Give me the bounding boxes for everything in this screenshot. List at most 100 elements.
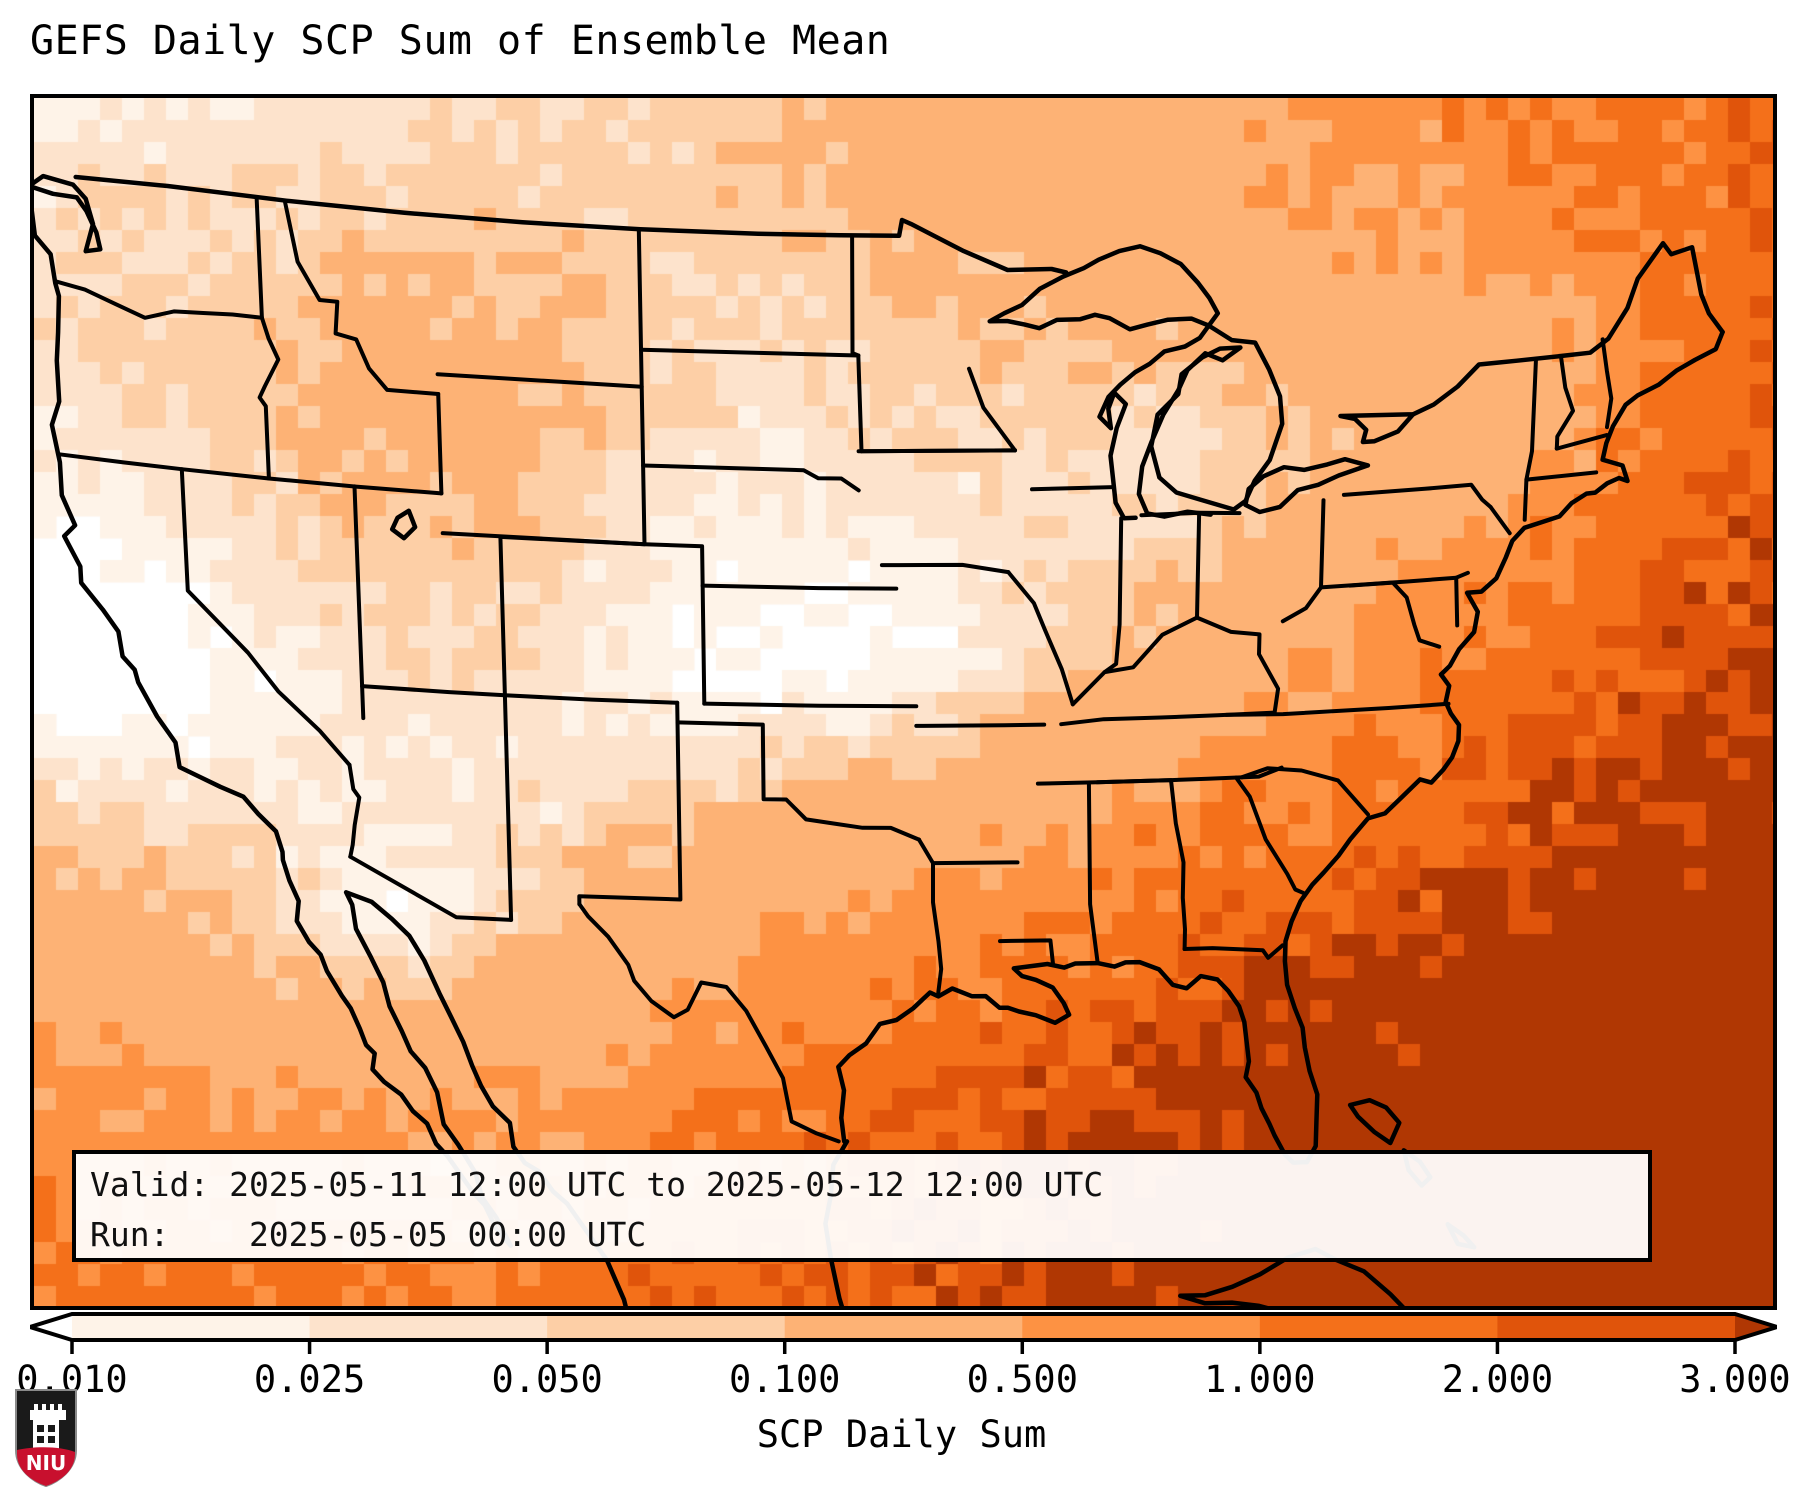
colorbar-band bbox=[784, 1314, 1023, 1340]
state-boundary-path bbox=[254, 195, 264, 320]
state-boundary-path bbox=[1522, 356, 1538, 522]
state-boundary-path bbox=[436, 392, 444, 496]
tower-body-icon bbox=[33, 1420, 59, 1450]
colorbar-band bbox=[1497, 1314, 1736, 1340]
colorbar-ticks bbox=[70, 1340, 1737, 1354]
tower-window-icon bbox=[37, 1436, 44, 1443]
state-boundary-path bbox=[179, 467, 352, 767]
colorbar-band bbox=[309, 1314, 548, 1340]
state-boundary-path bbox=[931, 860, 1020, 866]
state-boundary-path bbox=[1524, 470, 1599, 482]
colorbar-tick-label: 0.100 bbox=[729, 1358, 841, 1401]
state-boundary-path bbox=[348, 854, 514, 922]
state-boundary-path bbox=[257, 315, 281, 481]
coastline-path bbox=[987, 244, 1221, 332]
coastline-path bbox=[1438, 329, 1725, 677]
state-boundary-path bbox=[856, 353, 864, 454]
state-boundary-paths bbox=[53, 195, 1614, 1144]
state-boundary-path bbox=[859, 448, 1017, 454]
state-boundary-path bbox=[1070, 615, 1281, 715]
state-boundary-path bbox=[1102, 516, 1124, 675]
state-boundary-path bbox=[577, 902, 841, 1144]
state-boundary-path bbox=[53, 279, 264, 320]
state-boundary-path bbox=[352, 484, 366, 721]
state-boundary-path bbox=[498, 534, 514, 922]
state-boundary-path bbox=[1006, 570, 1075, 707]
state-boundary-path bbox=[1347, 580, 1442, 649]
colorbar-tick-label: 1.000 bbox=[1204, 1358, 1316, 1401]
valid-time-text: Valid: 2025-05-11 12:00 UTC to 2025-05-1… bbox=[90, 1165, 1104, 1204]
tower-crenellation-icon bbox=[30, 1404, 66, 1420]
coastline-path bbox=[1097, 323, 1212, 521]
state-boundary-path bbox=[347, 762, 362, 859]
coastline-paths bbox=[34, 173, 1725, 1306]
state-boundary-path bbox=[1341, 482, 1493, 509]
colorbar-band bbox=[1259, 1314, 1499, 1340]
niu-wordmark: NIU bbox=[26, 1451, 66, 1475]
state-boundary-path bbox=[1086, 780, 1100, 966]
colorbar[interactable] bbox=[30, 1312, 1777, 1356]
colorbar-under-arrow bbox=[30, 1314, 72, 1340]
state-boundary-path bbox=[440, 384, 647, 547]
coastline-path bbox=[34, 210, 513, 1248]
valid-run-info-box: Valid: 2025-05-11 12:00 UTC to 2025-05-1… bbox=[72, 1150, 1652, 1262]
coastline-path bbox=[34, 173, 103, 254]
state-boundary-path bbox=[1488, 505, 1512, 536]
state-boundary-path bbox=[282, 198, 441, 396]
state-boundary-path bbox=[641, 463, 861, 493]
map-panel[interactable]: Valid: 2025-05-11 12:00 UTC to 2025-05-1… bbox=[30, 94, 1777, 1310]
state-boundary-path bbox=[1280, 498, 1326, 624]
coastline-path bbox=[1347, 1097, 1402, 1146]
state-boundary-path bbox=[1030, 485, 1115, 492]
state-boundary-path bbox=[917, 837, 944, 995]
state-boundary-path bbox=[639, 347, 861, 358]
page-title: GEFS Daily SCP Sum of Ensemble Mean bbox=[30, 18, 891, 64]
colorbar-tick-label: 0.500 bbox=[966, 1358, 1078, 1401]
state-boundary-path bbox=[360, 684, 680, 705]
state-boundary-path bbox=[498, 534, 707, 706]
coastline-path bbox=[1338, 412, 1416, 445]
colorbar-band bbox=[72, 1314, 311, 1340]
colorbar-tick-labels: 0.010 0.025 0.050 0.100 0.500 1.000 2.000 3.000 bbox=[16, 1358, 1790, 1406]
logo-red-band bbox=[17, 1447, 75, 1486]
state-boundary-path bbox=[1234, 775, 1306, 896]
tower-window-icon bbox=[37, 1425, 44, 1432]
state-boundary-path bbox=[1554, 354, 1575, 451]
state-boundary-path bbox=[1224, 701, 1451, 717]
coastline-path bbox=[836, 672, 1462, 1165]
state-boundary-path bbox=[675, 720, 921, 842]
coastline-path bbox=[1136, 323, 1285, 519]
colorbar-tick-label: 2.000 bbox=[1441, 1358, 1554, 1401]
state-boundary-path bbox=[702, 701, 919, 709]
state-boundary-path bbox=[700, 583, 899, 591]
state-boundary-path bbox=[1195, 513, 1202, 620]
state-boundary-path bbox=[57, 452, 271, 481]
state-boundary-path bbox=[1035, 765, 1284, 786]
run-time-text: Run: 2025-05-05 00:00 UTC bbox=[90, 1215, 647, 1254]
state-boundary-path bbox=[998, 938, 1055, 966]
tower-window-icon bbox=[48, 1436, 55, 1443]
colorbar-axis-label: SCP Daily Sum bbox=[756, 1413, 1047, 1456]
state-boundary-path bbox=[967, 366, 1017, 453]
state-boundary-path bbox=[577, 700, 683, 907]
tower-window-icon bbox=[48, 1425, 55, 1432]
colorbar-tick-label: 0.025 bbox=[253, 1358, 366, 1401]
state-boundary-path bbox=[850, 233, 861, 358]
colorbar-tick-label: 3.000 bbox=[1679, 1358, 1791, 1401]
colorbar-band bbox=[1022, 1314, 1261, 1340]
colorbar-svg bbox=[30, 1312, 1777, 1354]
state-boundary-path bbox=[879, 562, 1011, 575]
state-boundary-path bbox=[1600, 337, 1614, 430]
state-boundary-path bbox=[435, 227, 644, 389]
coastline-path bbox=[1410, 240, 1725, 417]
map-boundaries-layer bbox=[34, 173, 1725, 1306]
colorbar-band bbox=[547, 1314, 786, 1340]
coastline-path bbox=[389, 508, 418, 541]
state-boundary-path bbox=[1454, 575, 1460, 628]
coastline-path bbox=[73, 174, 1069, 275]
colorbar-over-arrow bbox=[1735, 1314, 1777, 1340]
state-boundary-path bbox=[914, 722, 1047, 728]
state-boundary-path bbox=[1554, 433, 1609, 451]
state-boundary-path bbox=[1139, 510, 1242, 518]
